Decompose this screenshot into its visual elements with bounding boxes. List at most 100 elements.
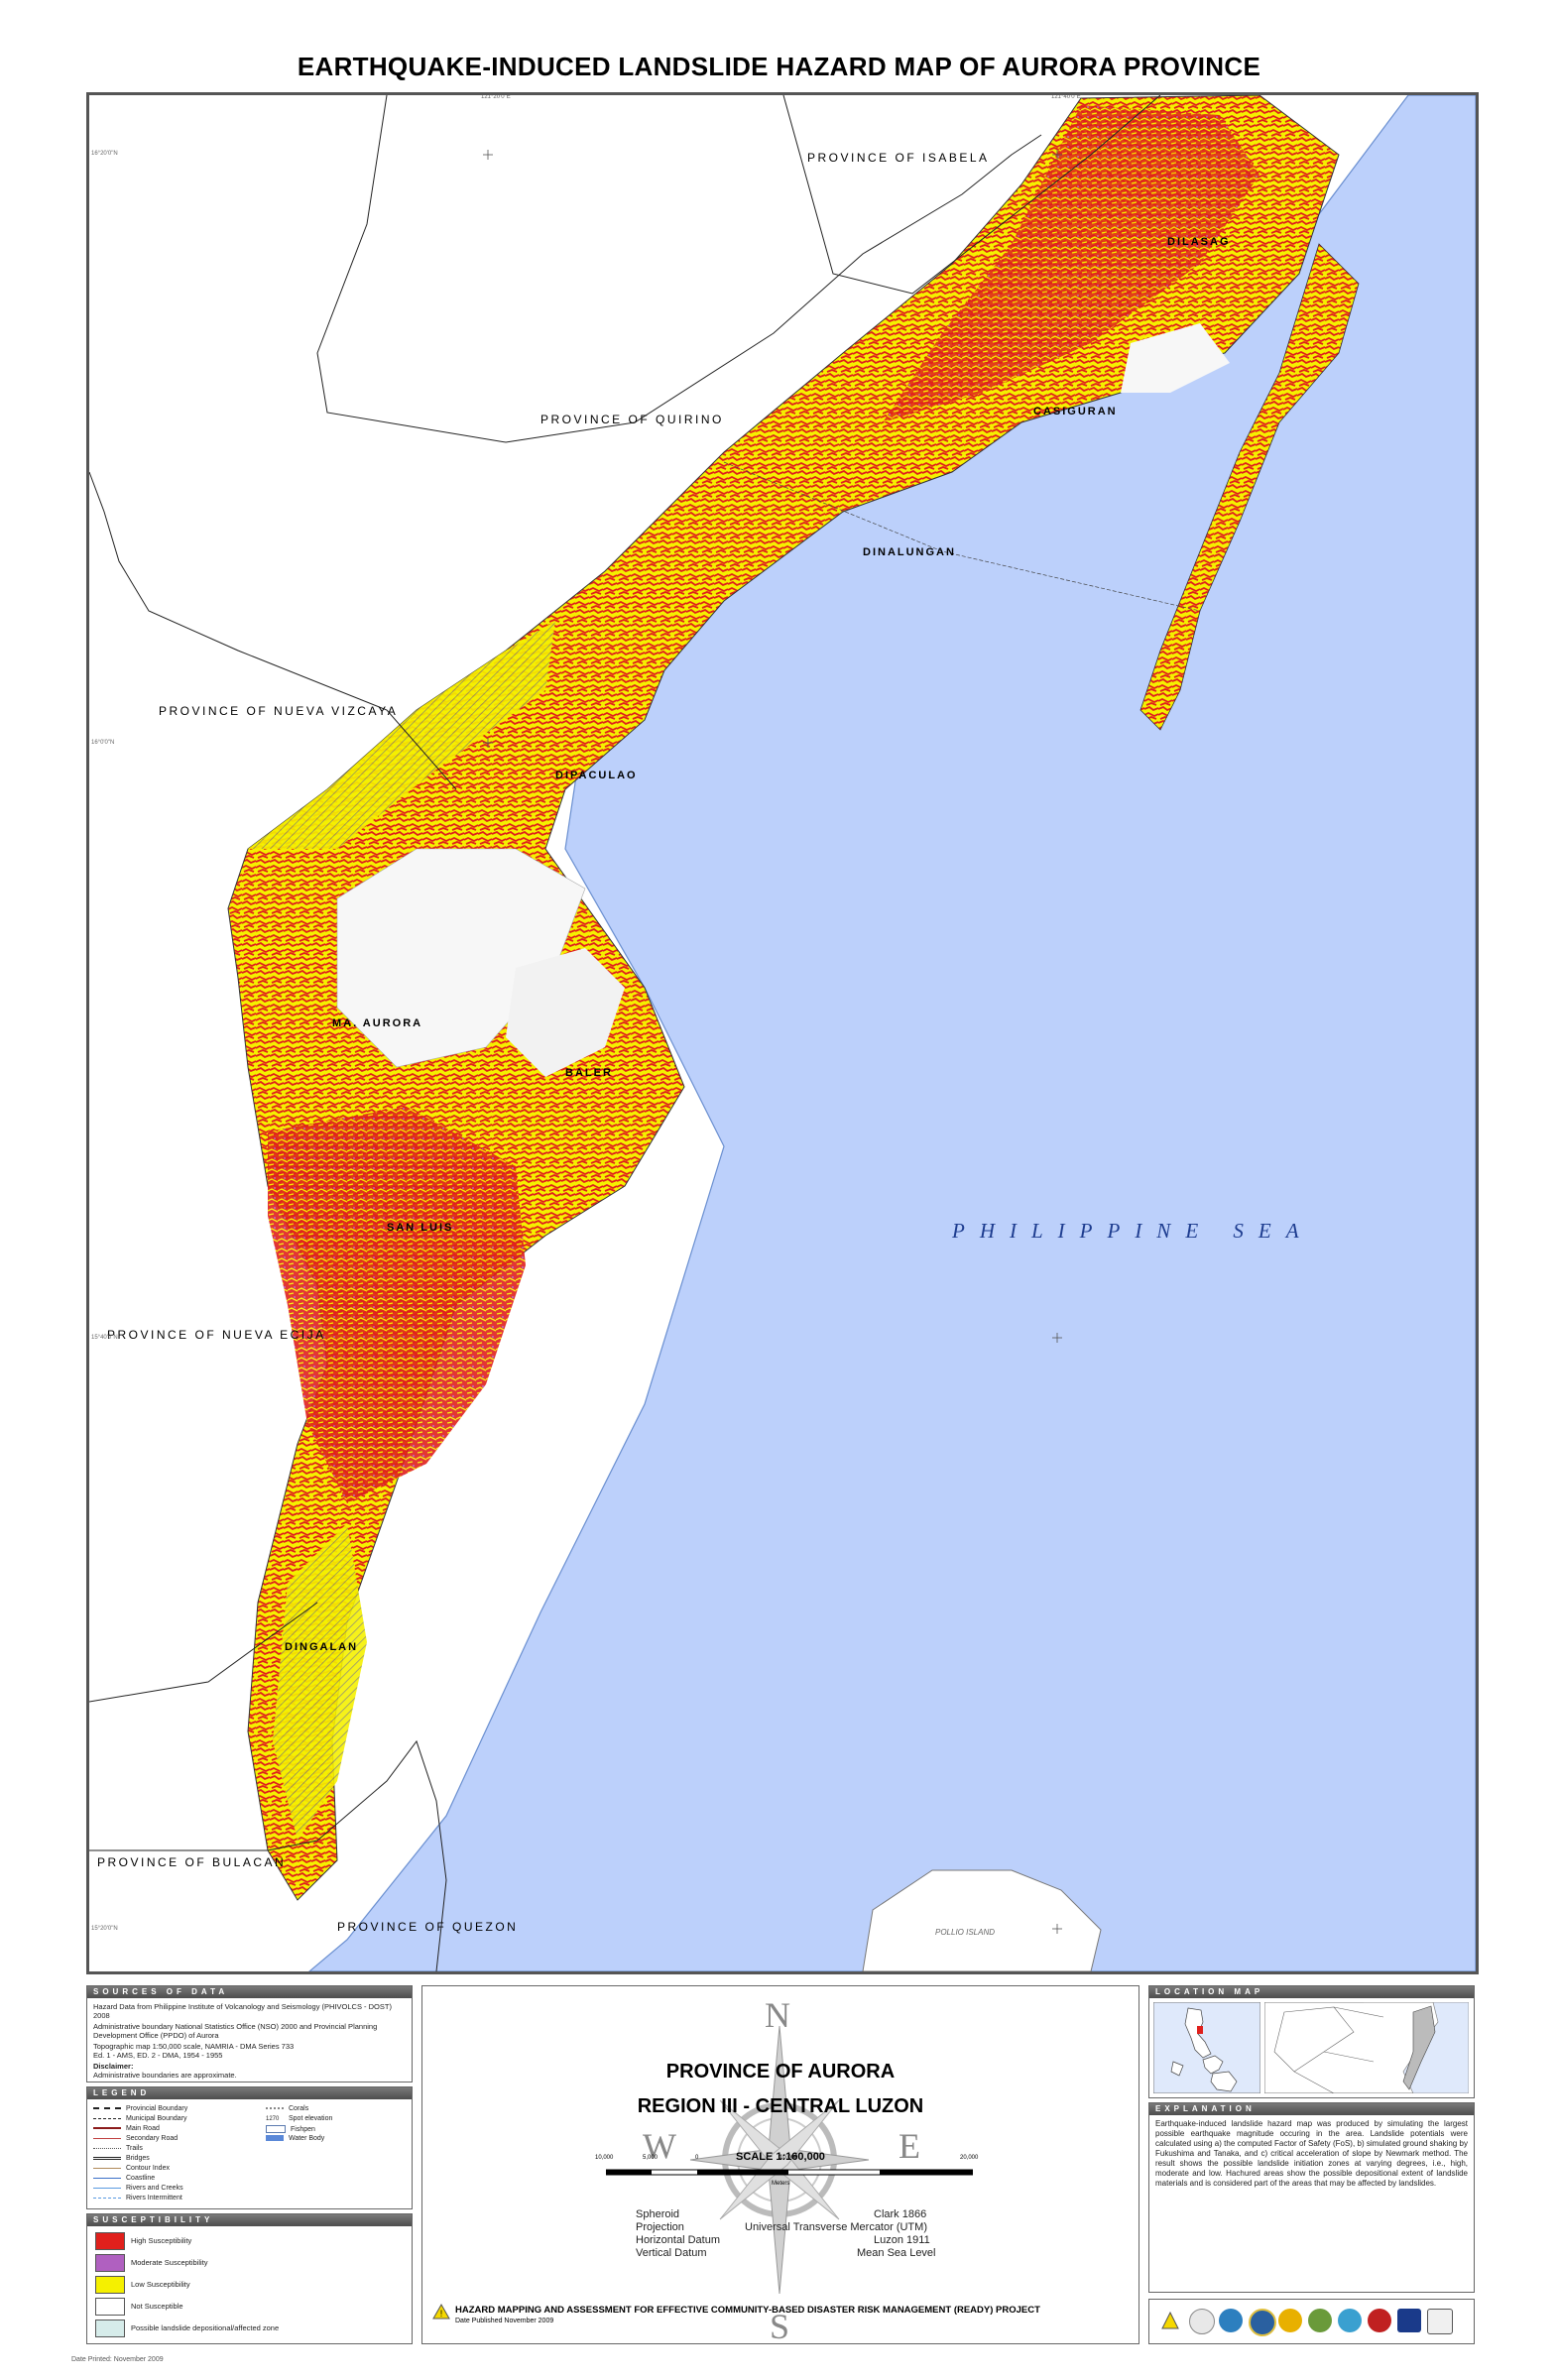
sources-line-4: Ed. 1 - AMS, ED. 2 - DMA, 1954 - 1955	[93, 2051, 223, 2060]
pollio-island	[862, 1869, 1102, 1971]
scale-tick-2: 0	[695, 2155, 699, 2161]
susceptibility-panel: SUSCEPTIBILITY High Susceptibility Moder…	[86, 2213, 413, 2344]
boundary-municipal	[723, 461, 1201, 612]
label-maria-aurora: MA. AURORA	[332, 1017, 423, 1029]
ausaid-logo-icon	[1427, 2309, 1453, 2334]
label-moderate: Moderate Susceptibility	[131, 2258, 208, 2267]
explanation-text: Earthquake-induced landslide hazard map …	[1155, 2119, 1468, 2188]
tick-lat1: 16°20'0"N	[91, 151, 118, 157]
label-isabela: PROVINCE OF ISABELA	[807, 151, 990, 165]
hdatum-value: Luzon 1911	[874, 2234, 930, 2246]
province-title: PROVINCE OF AURORA	[665, 2061, 896, 2082]
tick-lon1: 121°20'0"E	[481, 94, 511, 100]
phivolcs-logo-icon	[1219, 2309, 1243, 2332]
project-name: HAZARD MAPPING AND ASSESSMENT FOR EFFECT…	[455, 2305, 1040, 2316]
label-philippine-sea: PHILIPPINE SEA	[952, 1219, 1314, 1243]
tick-lat4: 15°20'0"N	[91, 1926, 118, 1932]
legend-municipal-boundary: Municipal Boundary	[93, 2115, 186, 2122]
agency-logos-panel	[1148, 2299, 1475, 2344]
region-title: REGION III - CENTRAL LUZON	[637, 2095, 924, 2117]
legend-spot-elevation: 1270 Spot elevation	[266, 2115, 333, 2122]
warning-triangle-icon: !	[432, 2304, 450, 2320]
legend-bridges: Bridges	[93, 2155, 150, 2162]
boundary-quirino-nv	[89, 471, 457, 790]
svg-text:!: !	[440, 2309, 443, 2319]
legend-rivers-intermittent: Rivers Intermittent	[93, 2195, 182, 2202]
susceptibility-heading: SUSCEPTIBILITY	[87, 2214, 412, 2226]
compass-w: W	[643, 2126, 676, 2166]
swatch-depositional	[95, 2320, 125, 2337]
label-san-luis: SAN LUIS	[387, 1222, 454, 1234]
tick-lon2: 121°40'0"E	[1051, 94, 1081, 100]
explanation-heading: EXPLANATION	[1149, 2103, 1474, 2115]
casiguran-peninsula	[1139, 243, 1360, 731]
label-quezon: PROVINCE OF QUEZON	[337, 1920, 519, 1934]
compass-s: S	[770, 2307, 790, 2346]
location-map-panel: LOCATION MAP	[1148, 1985, 1475, 2098]
legend-secondary-road: Secondary Road	[93, 2135, 178, 2142]
scale-unit: Meters	[772, 2181, 790, 2187]
label-bulacan: PROVINCE OF BULACAN	[97, 1855, 287, 1869]
hatched-zone-west	[248, 621, 555, 849]
location-map-heading: LOCATION MAP	[1149, 1986, 1474, 1998]
hdatum-label: Horizontal Datum	[636, 2234, 720, 2246]
scale-bar	[606, 2169, 973, 2176]
label-quirino: PROVINCE OF QUIRINO	[540, 413, 724, 426]
label-nueva-ecija: PROVINCE OF NUEVA ECIJA	[107, 1328, 326, 1342]
ready-logo-icon	[1161, 2312, 1179, 2329]
spheroid-value: Clark 1866	[874, 2208, 927, 2220]
dost-logo-icon	[1249, 2309, 1276, 2336]
label-low: Low Susceptibility	[131, 2280, 190, 2289]
plain-baler	[506, 948, 625, 1077]
scale-tick-4: 20,000	[960, 2155, 979, 2161]
label-nueva-vizcaya: PROVINCE OF NUEVA VIZCAYA	[159, 704, 399, 718]
scale-tick-0: 10,000	[595, 2155, 614, 2161]
date-published: Date Published November 2009	[455, 2318, 554, 2324]
graticule	[483, 150, 1062, 1934]
hatched-zone-south	[273, 1523, 367, 1841]
label-pollio-island: POLLIO ISLAND	[935, 1928, 996, 1937]
disclaimer-text: Administrative boundaries are approximat…	[93, 2071, 237, 2080]
swatch-low	[95, 2276, 125, 2294]
legend-main-road: Main Road	[93, 2125, 160, 2132]
map-title: EARTHQUAKE-INDUCED LANDSLIDE HAZARD MAP …	[297, 52, 1261, 81]
swatch-not	[95, 2298, 125, 2316]
label-dilasag: DILASAG	[1167, 236, 1231, 248]
mgb-logo-icon	[1308, 2309, 1332, 2332]
sources-line-1: Hazard Data from Philippine Institute of…	[93, 2002, 392, 2020]
map-frame: PROVINCE OF ISABELA PROVINCE OF QUIRINO …	[86, 92, 1479, 1974]
sources-line-2: Administrative boundary National Statist…	[93, 2022, 378, 2040]
compass-rose-icon	[689, 2025, 870, 2295]
agency-seal-icon	[1189, 2309, 1215, 2334]
plain-casiguran	[1121, 323, 1230, 393]
legend-fishpen: Fishpen	[266, 2125, 315, 2133]
label-dipaculao: DIPACULAO	[555, 770, 638, 781]
tick-lat3: 15°40'0"N	[91, 1335, 118, 1341]
label-dinalungan: DINALUNGAN	[863, 546, 956, 558]
legend-corals: Corals	[266, 2105, 308, 2112]
legend-heading: LEGEND	[87, 2087, 412, 2099]
tick-lat2: 16°0'0"N	[91, 740, 115, 746]
projection-value: Universal Transverse Mercator (UTM)	[745, 2221, 927, 2233]
projection-label: Projection	[636, 2221, 684, 2233]
legend-panel: LEGEND Provincial Boundary Municipal Bou…	[86, 2086, 413, 2209]
swatch-moderate	[95, 2254, 125, 2272]
sources-line-3: Topographic map 1:50,000 scale, NAMRIA -…	[93, 2042, 295, 2051]
legend-coastline: Coastline	[93, 2175, 155, 2182]
label-dingalan: DINGALAN	[285, 1641, 359, 1653]
label-high: High Susceptibility	[131, 2236, 192, 2245]
disclaimer-title: Disclaimer:	[93, 2062, 134, 2071]
high-zone-sanluis	[268, 1107, 526, 1503]
scale-tick-3: 10,000	[779, 2155, 798, 2161]
spheroid-label: Spheroid	[636, 2208, 680, 2220]
namria-logo-icon	[1338, 2309, 1362, 2332]
undp-logo-icon	[1397, 2309, 1421, 2332]
date-printed: Date Printed: November 2009	[71, 2356, 164, 2363]
high-zone-north	[883, 105, 1259, 422]
label-baler: BALER	[565, 1067, 613, 1079]
boundary-isabela	[782, 95, 1161, 295]
legend-trails: Trails	[93, 2145, 143, 2152]
boundary-nv-ne	[89, 1602, 318, 1703]
title-block-panel: N S E W PROVINCE OF AURORA REGION III - …	[421, 1985, 1139, 2346]
hazard-map-canvas	[89, 95, 1476, 1971]
